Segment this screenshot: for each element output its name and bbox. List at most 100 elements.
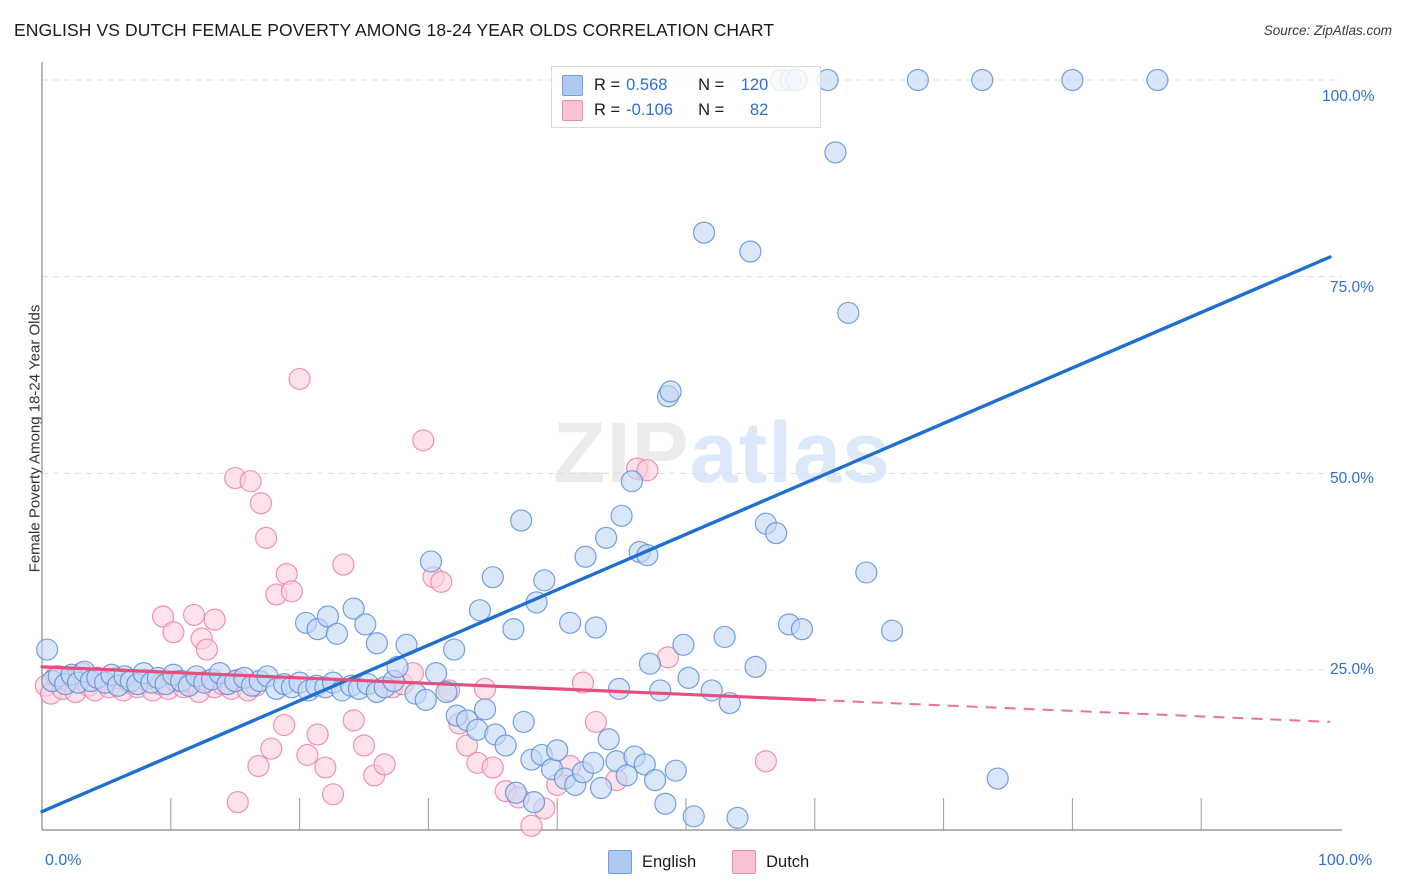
data-point <box>314 756 337 779</box>
data-point <box>607 677 631 700</box>
data-point <box>182 603 206 627</box>
data-point <box>589 776 613 800</box>
data-point <box>574 545 597 568</box>
dutch-r-label: R = <box>594 101 621 119</box>
page-title: ENGLISH VS DUTCH FEMALE POVERTY AMONG 18… <box>14 20 775 40</box>
series-legend: English Dutch <box>608 850 845 874</box>
data-point <box>502 617 525 641</box>
english-legend-label: English <box>642 852 697 871</box>
data-point <box>659 380 682 403</box>
data-point <box>754 750 777 773</box>
english-swatch-icon <box>562 75 583 96</box>
dutch-swatch-icon <box>562 100 583 121</box>
data-point <box>468 599 492 622</box>
data-point <box>332 553 355 576</box>
data-point <box>571 671 595 694</box>
english-legend-swatch-icon <box>608 850 632 874</box>
data-point <box>636 459 659 482</box>
data-point <box>504 781 528 804</box>
data-point <box>316 605 340 628</box>
data-point <box>226 791 249 814</box>
data-point <box>354 613 377 636</box>
data-point <box>837 301 860 324</box>
english-n-label: N = <box>698 76 725 94</box>
data-point <box>325 622 349 645</box>
data-point <box>643 769 667 792</box>
data-point <box>790 617 814 641</box>
data-point <box>321 783 345 806</box>
y-tick-label-75: 75.0% <box>1330 279 1374 296</box>
data-point <box>435 680 458 704</box>
data-point <box>584 616 607 639</box>
data-point <box>342 709 365 732</box>
data-point <box>1061 68 1084 92</box>
data-point <box>582 751 605 774</box>
data-point <box>739 240 762 263</box>
data-point <box>352 734 376 757</box>
data-point <box>638 652 662 675</box>
data-point <box>880 619 904 642</box>
x-axis-max-label: 100.0% <box>1318 852 1373 869</box>
data-point <box>247 754 270 778</box>
data-point <box>546 739 569 762</box>
data-point <box>610 504 633 527</box>
data-point <box>306 723 329 746</box>
correlation-legend: R = 0.568 N = 120 R = -0.106 N = 82 <box>551 66 821 128</box>
data-point <box>195 638 218 661</box>
x-axis-min-label: 0.0% <box>45 852 82 869</box>
data-point <box>443 638 466 661</box>
data-point <box>824 141 847 164</box>
data-point <box>595 526 618 549</box>
correlation-row-english: R = 0.568 N = 120 <box>562 73 810 98</box>
data-point <box>412 429 435 452</box>
data-point <box>494 734 517 757</box>
data-point <box>373 753 396 776</box>
english-n-value: 120 <box>740 76 769 94</box>
data-point <box>522 791 546 814</box>
data-point <box>672 633 695 656</box>
trendline-english <box>40 255 1332 814</box>
data-point <box>36 638 59 661</box>
series-points-english <box>36 68 1169 829</box>
data-point <box>558 611 582 634</box>
legend-item-dutch[interactable]: Dutch <box>732 850 809 874</box>
legend-item-english[interactable]: English <box>608 850 696 874</box>
data-point <box>971 68 994 92</box>
english-r-value: 0.568 <box>626 76 668 94</box>
data-point <box>682 805 705 828</box>
data-point <box>481 566 504 589</box>
data-point <box>597 728 620 751</box>
data-point <box>700 679 723 702</box>
data-point <box>986 767 1009 790</box>
source-attribution: Source: ZipAtlas.com <box>1263 23 1392 38</box>
y-tick-label-100: 100.0% <box>1322 88 1375 105</box>
data-point <box>455 734 479 757</box>
y-tick-label-50: 50.0% <box>1330 470 1374 487</box>
data-point <box>744 655 767 678</box>
data-point <box>765 522 788 545</box>
y-tick-label-25: 25.0% <box>1330 661 1374 678</box>
data-point <box>414 688 437 711</box>
data-point <box>677 666 700 689</box>
data-point <box>473 698 497 721</box>
dutch-legend-label: Dutch <box>766 852 810 871</box>
data-point <box>620 470 644 493</box>
data-point <box>296 743 319 767</box>
data-point <box>512 710 535 734</box>
trendline-dutch <box>40 665 817 702</box>
data-point <box>255 526 278 549</box>
dutch-legend-swatch-icon <box>732 850 757 874</box>
data-point <box>430 570 453 593</box>
data-point <box>425 662 448 685</box>
data-point <box>273 713 296 737</box>
data-point <box>239 470 262 493</box>
data-point <box>342 597 365 620</box>
data-point <box>481 756 504 779</box>
data-point <box>162 621 185 644</box>
data-point <box>288 367 311 391</box>
correlation-row-dutch: R = -0.106 N = 82 <box>562 98 810 123</box>
data-point <box>584 710 607 734</box>
dutch-r-value: -0.106 <box>626 101 673 119</box>
data-point <box>151 605 175 628</box>
